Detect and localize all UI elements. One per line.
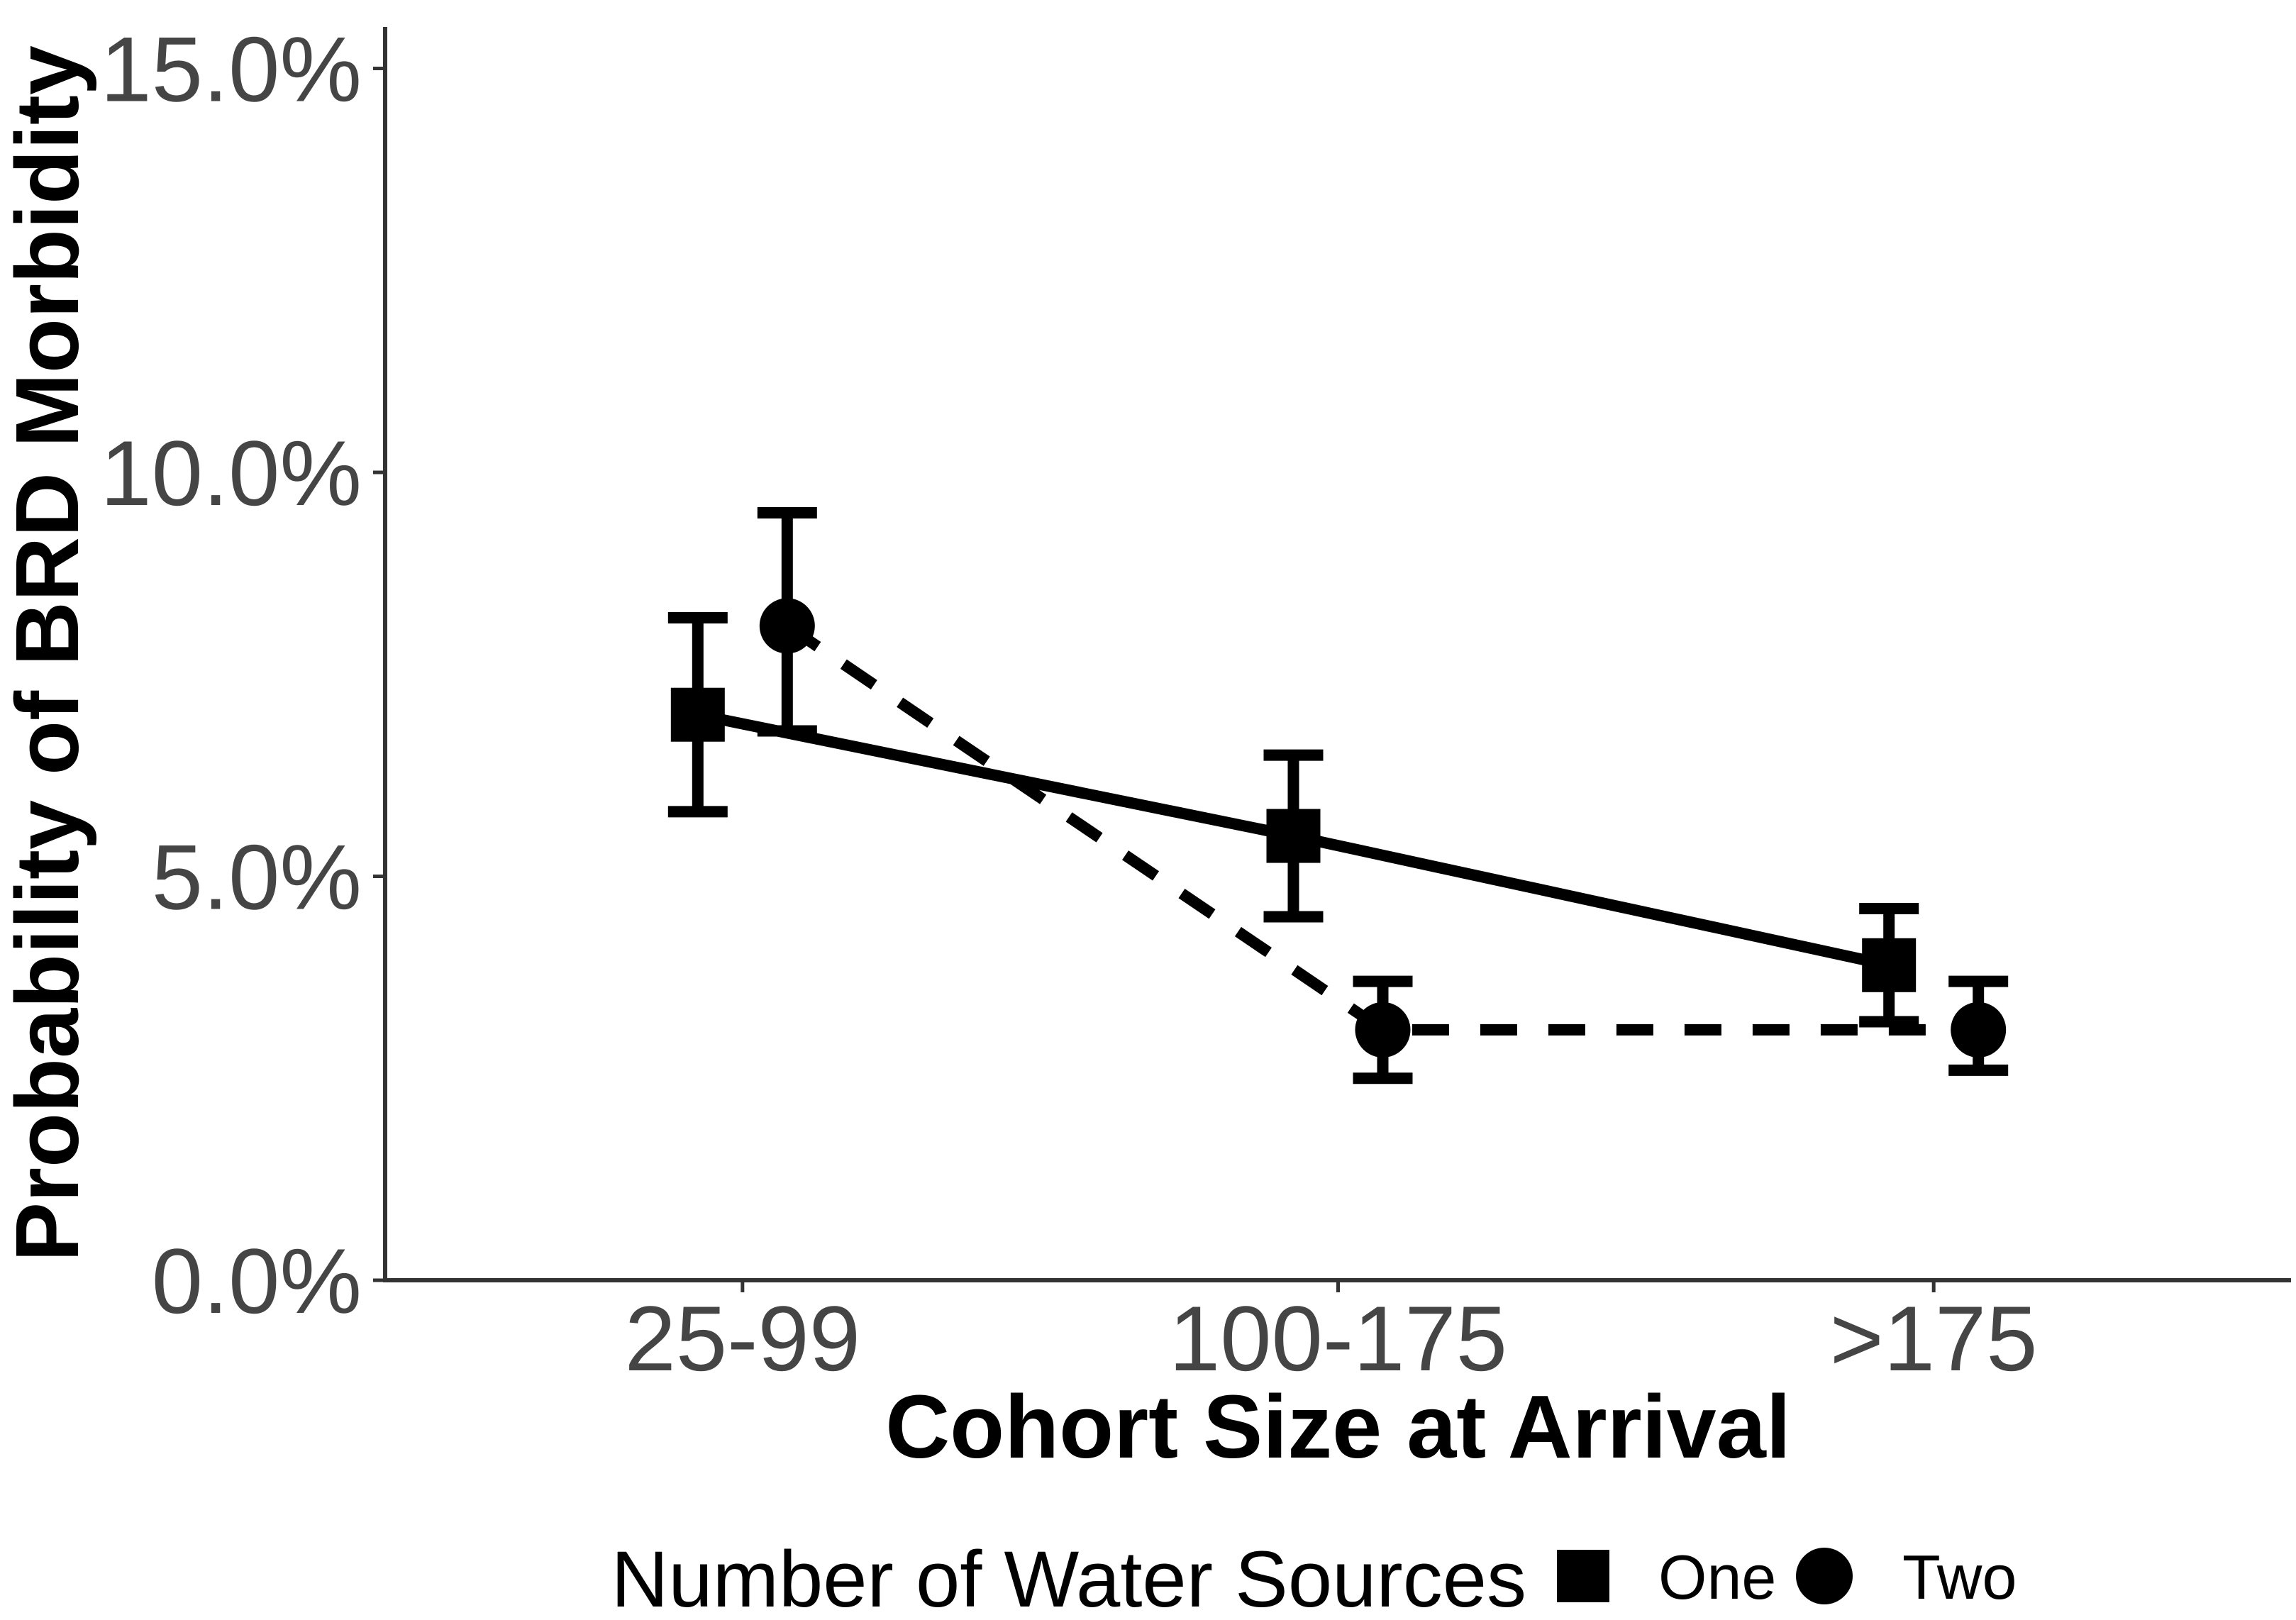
y-tick-label: 10.0%: [100, 421, 362, 525]
square-marker: [1266, 809, 1321, 863]
legend-circle-marker: [1796, 1548, 1853, 1604]
legend-label-one: One: [1658, 1542, 1776, 1612]
circle-marker: [1355, 1002, 1411, 1058]
y-tick-label: 5.0%: [152, 826, 362, 929]
square-marker: [1862, 938, 1917, 992]
x-axis-title: Cohort Size at Arrival: [885, 1377, 1791, 1477]
y-axis-title: Probability of BRD Morbidity: [0, 45, 97, 1262]
x-tick-label: >175: [1830, 1287, 2038, 1390]
circle-marker: [759, 598, 815, 654]
x-tick-label: 100-175: [1169, 1287, 1507, 1390]
circle-marker: [1951, 1002, 2007, 1058]
legend-label-two: Two: [1902, 1542, 2017, 1612]
legend-square-marker: [1557, 1550, 1609, 1602]
series-line-two: [784, 621, 1979, 1036]
y-tick-label: 15.0%: [100, 18, 362, 121]
y-tick-label: 0.0%: [152, 1229, 362, 1333]
x-tick-label: 25-99: [625, 1287, 861, 1390]
square-marker: [670, 687, 725, 742]
legend-title: Number of Water Sources: [611, 1535, 1526, 1620]
